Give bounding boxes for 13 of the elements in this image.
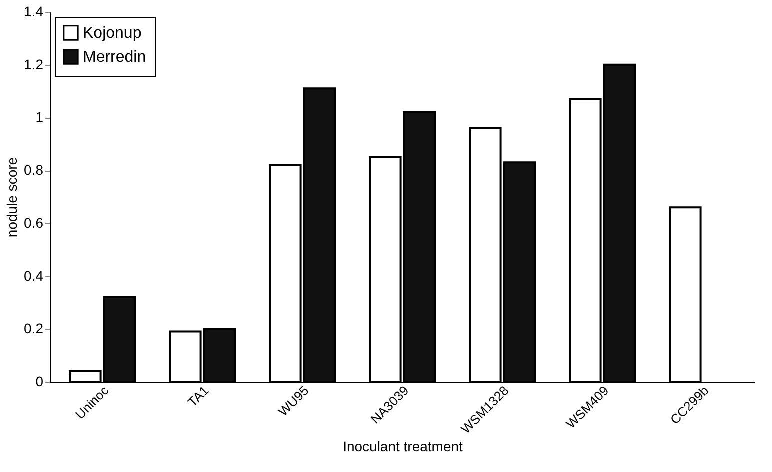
x-axis-title: Inoculant treatment (343, 438, 464, 455)
x-tick-label: TA1 (184, 383, 212, 410)
y-tick-label: 0.6 (24, 214, 44, 231)
y-tick-label: 0.2 (24, 320, 44, 337)
y-axis-title: nodule score (4, 157, 20, 238)
legend-label: Merredin (83, 49, 146, 66)
y-tick-label: 0 (36, 374, 44, 390)
legend-label: Kojonup (83, 25, 142, 42)
y-tick-label: 0.4 (24, 268, 44, 284)
y-tick-label: 1.4 (24, 4, 44, 20)
y-tick-label: 1 (36, 109, 44, 126)
y-tick-label: 1.2 (24, 56, 44, 72)
y-tick-label: 0.8 (24, 162, 44, 178)
